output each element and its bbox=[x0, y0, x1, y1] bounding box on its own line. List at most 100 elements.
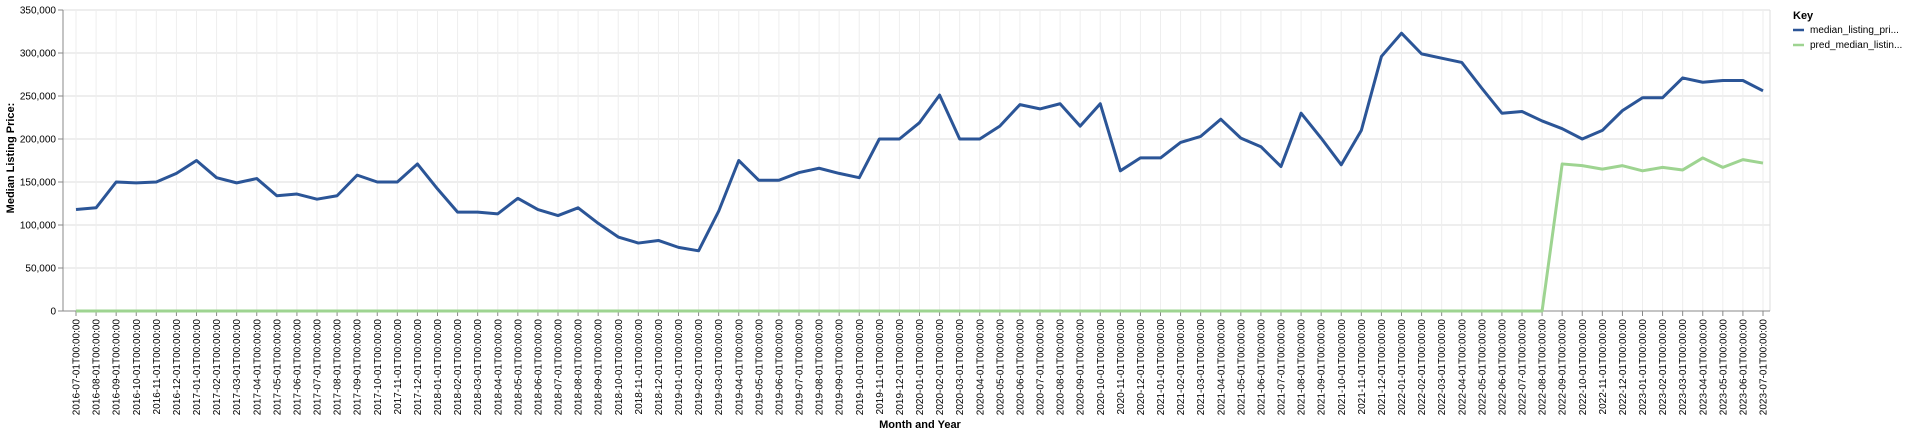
x-axis-title: Month and Year bbox=[879, 419, 961, 431]
x-tick-label: 2019-07-01T00:00:00 bbox=[795, 319, 806, 416]
x-tick-label: 2022-05-01T00:00:00 bbox=[1477, 319, 1488, 416]
x-tick-label: 2021-08-01T00:00:00 bbox=[1297, 319, 1308, 416]
x-tick-label: 2018-01-01T00:00:00 bbox=[433, 319, 444, 416]
x-tick-label: 2020-05-01T00:00:00 bbox=[995, 319, 1006, 416]
x-tick-label: 2022-08-01T00:00:00 bbox=[1538, 319, 1549, 416]
x-tick-label: 2022-07-01T00:00:00 bbox=[1518, 319, 1529, 416]
y-tick-label: 100,000 bbox=[20, 221, 57, 232]
x-tick-label: 2022-04-01T00:00:00 bbox=[1457, 319, 1468, 416]
x-tick-label: 2021-03-01T00:00:00 bbox=[1196, 319, 1207, 416]
x-tick-label: 2020-02-01T00:00:00 bbox=[935, 319, 946, 416]
x-tick-label: 2017-05-01T00:00:00 bbox=[272, 319, 283, 416]
x-tick-label: 2021-02-01T00:00:00 bbox=[1176, 319, 1187, 416]
x-tick-label: 2016-11-01T00:00:00 bbox=[152, 319, 163, 415]
x-axis: 2016-07-01T00:00:00 2016-08-01T00:00:00 20… bbox=[63, 310, 1770, 416]
x-tick-label: 2023-07-01T00:00:00 bbox=[1759, 319, 1770, 416]
x-tick-label: 2020-12-01T00:00:00 bbox=[1136, 319, 1147, 416]
x-tick-label: 2022-10-01T00:00:00 bbox=[1578, 319, 1589, 416]
x-tick-label: 2020-07-01T00:00:00 bbox=[1036, 319, 1047, 416]
x-tick-label: 2020-04-01T00:00:00 bbox=[975, 319, 986, 416]
x-tick-label: 2019-11-01T00:00:00 bbox=[875, 319, 886, 415]
x-tick-label: 2017-11-01T00:00:00 bbox=[393, 319, 404, 415]
x-tick-label: 2022-11-01T00:00:00 bbox=[1598, 319, 1609, 415]
x-tick-label: 2023-04-01T00:00:00 bbox=[1698, 319, 1709, 416]
grid-lines bbox=[63, 9, 1771, 312]
x-tick-label: 2019-09-01T00:00:00 bbox=[835, 319, 846, 416]
x-tick-label: 2022-12-01T00:00:00 bbox=[1618, 319, 1629, 416]
x-tick-label: 2019-10-01T00:00:00 bbox=[855, 319, 866, 416]
x-tick-label: 2021-12-01T00:00:00 bbox=[1377, 319, 1388, 416]
y-tick-label: 0 bbox=[50, 307, 56, 318]
x-tick-label: 2021-06-01T00:00:00 bbox=[1256, 319, 1267, 416]
x-tick-label: 2023-05-01T00:00:00 bbox=[1718, 319, 1729, 416]
y-tick-label: 200,000 bbox=[20, 135, 57, 146]
legend-label: median_listing_pri... bbox=[1810, 25, 1899, 36]
x-tick-label: 2018-02-01T00:00:00 bbox=[453, 319, 464, 416]
x-tick-label: 2017-07-01T00:00:00 bbox=[313, 319, 324, 416]
x-tick-label: 2019-05-01T00:00:00 bbox=[754, 319, 765, 416]
x-tick-label: 2022-09-01T00:00:00 bbox=[1558, 319, 1569, 416]
x-tick-label: 2022-02-01T00:00:00 bbox=[1417, 319, 1428, 416]
x-tick-label: 2021-07-01T00:00:00 bbox=[1277, 319, 1288, 416]
x-tick-label: 2017-04-01T00:00:00 bbox=[252, 319, 263, 416]
x-tick-label: 2023-06-01T00:00:00 bbox=[1738, 319, 1749, 416]
x-tick-label: 2020-01-01T00:00:00 bbox=[915, 319, 926, 416]
series-line-1 bbox=[75, 31, 1764, 253]
x-tick-label: 2017-06-01T00:00:00 bbox=[292, 319, 303, 416]
x-tick-label: 2018-04-01T00:00:00 bbox=[493, 319, 504, 416]
x-tick-label: 2019-08-01T00:00:00 bbox=[815, 319, 826, 416]
x-tick-label: 2016-08-01T00:00:00 bbox=[92, 319, 103, 416]
x-tick-label: 2020-03-01T00:00:00 bbox=[955, 319, 966, 416]
x-tick-label: 2020-10-01T00:00:00 bbox=[1096, 319, 1107, 416]
x-tick-label: 2021-04-01T00:00:00 bbox=[1216, 319, 1227, 416]
x-tick-label: 2017-09-01T00:00:00 bbox=[353, 319, 364, 416]
x-tick-label: 2020-06-01T00:00:00 bbox=[1015, 319, 1026, 416]
x-tick-label: 2019-02-01T00:00:00 bbox=[694, 319, 705, 416]
x-tick-label: 2017-01-01T00:00:00 bbox=[192, 319, 203, 416]
series-lines bbox=[75, 31, 1764, 313]
x-tick-label: 2021-05-01T00:00:00 bbox=[1236, 319, 1247, 416]
x-tick-label: 2022-01-01T00:00:00 bbox=[1397, 319, 1408, 416]
x-tick-label: 2020-11-01T00:00:00 bbox=[1116, 319, 1127, 415]
x-tick-label: 2017-12-01T00:00:00 bbox=[413, 319, 424, 416]
x-tick-label: 2018-06-01T00:00:00 bbox=[533, 319, 544, 416]
x-tick-label: 2018-12-01T00:00:00 bbox=[654, 319, 665, 416]
x-tick-label: 2018-03-01T00:00:00 bbox=[473, 319, 484, 416]
series-line-2 bbox=[76, 156, 1764, 313]
x-tick-label: 2019-06-01T00:00:00 bbox=[774, 319, 785, 416]
x-tick-label: 2023-02-01T00:00:00 bbox=[1658, 319, 1669, 416]
legend-label: pred_median_listin... bbox=[1810, 40, 1902, 51]
x-tick-label: 2020-09-01T00:00:00 bbox=[1076, 319, 1087, 416]
y-tick-label: 300,000 bbox=[20, 49, 57, 60]
y-axis: 0 50,000 100,000 150,000 200,000 250,000 300,0… bbox=[20, 6, 64, 318]
x-tick-label: 2016-10-01T00:00:00 bbox=[132, 319, 143, 416]
x-tick-label: 2018-10-01T00:00:00 bbox=[614, 319, 625, 416]
x-tick-label: 2021-09-01T00:00:00 bbox=[1317, 319, 1328, 416]
x-tick-label: 2018-08-01T00:00:00 bbox=[574, 319, 585, 416]
x-tick-label: 2019-12-01T00:00:00 bbox=[895, 319, 906, 416]
x-tick-label: 2017-02-01T00:00:00 bbox=[212, 319, 223, 416]
x-tick-label: 2022-03-01T00:00:00 bbox=[1437, 319, 1448, 416]
x-tick-label: 2023-01-01T00:00:00 bbox=[1638, 319, 1649, 416]
x-tick-label: 2023-03-01T00:00:00 bbox=[1678, 319, 1689, 416]
x-tick-label: 2021-10-01T00:00:00 bbox=[1337, 319, 1348, 416]
x-tick-label: 2016-12-01T00:00:00 bbox=[172, 319, 183, 416]
x-tick-label: 2019-04-01T00:00:00 bbox=[734, 319, 745, 416]
y-axis-title: Median Listing Price: bbox=[5, 103, 17, 214]
legend-title: Key bbox=[1793, 10, 1814, 22]
x-tick-label: 2022-06-01T00:00:00 bbox=[1497, 319, 1508, 416]
y-tick-label: 350,000 bbox=[20, 6, 57, 17]
y-tick-label: 150,000 bbox=[20, 178, 57, 189]
y-tick-label: 50,000 bbox=[25, 264, 56, 275]
x-tick-label: 2019-01-01T00:00:00 bbox=[674, 319, 685, 416]
x-tick-label: 2017-10-01T00:00:00 bbox=[373, 319, 384, 416]
x-tick-label: 2017-08-01T00:00:00 bbox=[333, 319, 344, 416]
legend: Key median_listing_pri... pred_median_lis… bbox=[1793, 10, 1902, 51]
x-tick-label: 2021-11-01T00:00:00 bbox=[1357, 319, 1368, 415]
x-tick-label: 2018-07-01T00:00:00 bbox=[554, 319, 565, 416]
x-tick-label: 2020-08-01T00:00:00 bbox=[1056, 319, 1067, 416]
x-tick-label: 2018-09-01T00:00:00 bbox=[594, 319, 605, 416]
y-tick-label: 250,000 bbox=[20, 92, 57, 103]
x-tick-label: 2018-11-01T00:00:00 bbox=[634, 319, 645, 415]
